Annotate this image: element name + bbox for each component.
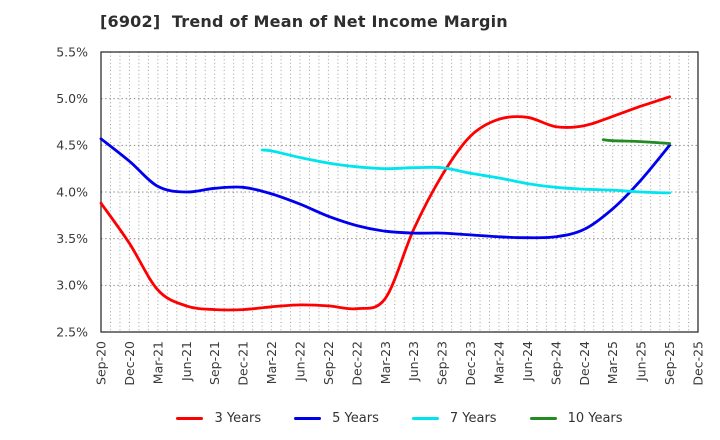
chart-title: [6902] Trend of Mean of Net Income Margi…	[100, 12, 508, 31]
x-tick-label: Dec-22	[349, 341, 364, 386]
x-tick-label: Dec-24	[577, 341, 592, 386]
y-tick-label: 3.5%	[56, 231, 88, 246]
legend: 3 Years 5 Years 7 Years 10 Years	[101, 405, 698, 431]
x-tick-label: Dec-23	[463, 341, 478, 386]
x-tick-label: Mar-24	[492, 341, 507, 384]
legend-label-7-years: 7 Years	[449, 410, 497, 426]
legend-swatch-10-years	[529, 416, 557, 420]
x-tick-label: Mar-25	[605, 341, 620, 384]
x-tick-label: Sep-20	[94, 341, 109, 385]
legend-item-7-years: 7 Years	[411, 410, 497, 426]
x-tick-label: Jun-21	[179, 341, 194, 382]
x-tick-label: Dec-20	[122, 341, 137, 386]
series-line-3-years	[99, 95, 671, 312]
x-tick-label: Jun-22	[293, 341, 308, 382]
y-tick-label: 3.0%	[56, 278, 88, 293]
x-tick-label: Sep-23	[435, 341, 450, 385]
x-tick-label: Dec-21	[236, 341, 251, 386]
x-tick-label: Mar-21	[150, 341, 165, 384]
legend-item-3-years: 3 Years	[176, 411, 261, 426]
x-tick-label: Mar-23	[378, 341, 393, 384]
x-tick-label: Dec-25	[691, 341, 706, 386]
x-tick-label: Sep-25	[662, 341, 677, 385]
legend-swatch-7-years	[411, 416, 439, 420]
y-tick-label: 2.5%	[56, 324, 88, 339]
legend-label-3-years: 3 Years	[214, 410, 262, 426]
y-tick-label: 5.5%	[56, 44, 88, 59]
plot-frame	[100, 51, 699, 333]
y-tick-label: 4.5%	[56, 138, 88, 153]
legend-item-5-years: 5 Years	[294, 411, 379, 426]
series-line-10-years	[601, 138, 671, 145]
legend-label-5-years: 5 Years	[332, 410, 379, 426]
x-tick-label: Sep-24	[548, 341, 563, 385]
x-tick-label: Jun-24	[520, 341, 535, 382]
series-line-5-years	[99, 137, 671, 240]
series-line-7-years	[260, 148, 671, 195]
legend-swatch-3-years	[176, 416, 204, 420]
legend-label-10-years: 10 Years	[567, 410, 623, 426]
x-tick-label: Jun-25	[634, 341, 649, 382]
y-tick-label: 4.0%	[56, 184, 88, 199]
y-tick-label: 5.0%	[56, 91, 88, 106]
x-tick-label: Jun-23	[406, 341, 421, 382]
plot-area: 5.5% 5.0% 4.5% 4.0% 3.5% 3.0% 2.5% Sep-20 Dec-20…	[56, 44, 706, 386]
x-tick-label: Sep-22	[321, 341, 336, 385]
legend-swatch-5-years	[294, 416, 322, 420]
legend-item-10-years: 10 Years	[529, 410, 623, 426]
x-tick-label: Sep-21	[207, 341, 222, 385]
x-tick-label: Mar-22	[264, 341, 279, 384]
